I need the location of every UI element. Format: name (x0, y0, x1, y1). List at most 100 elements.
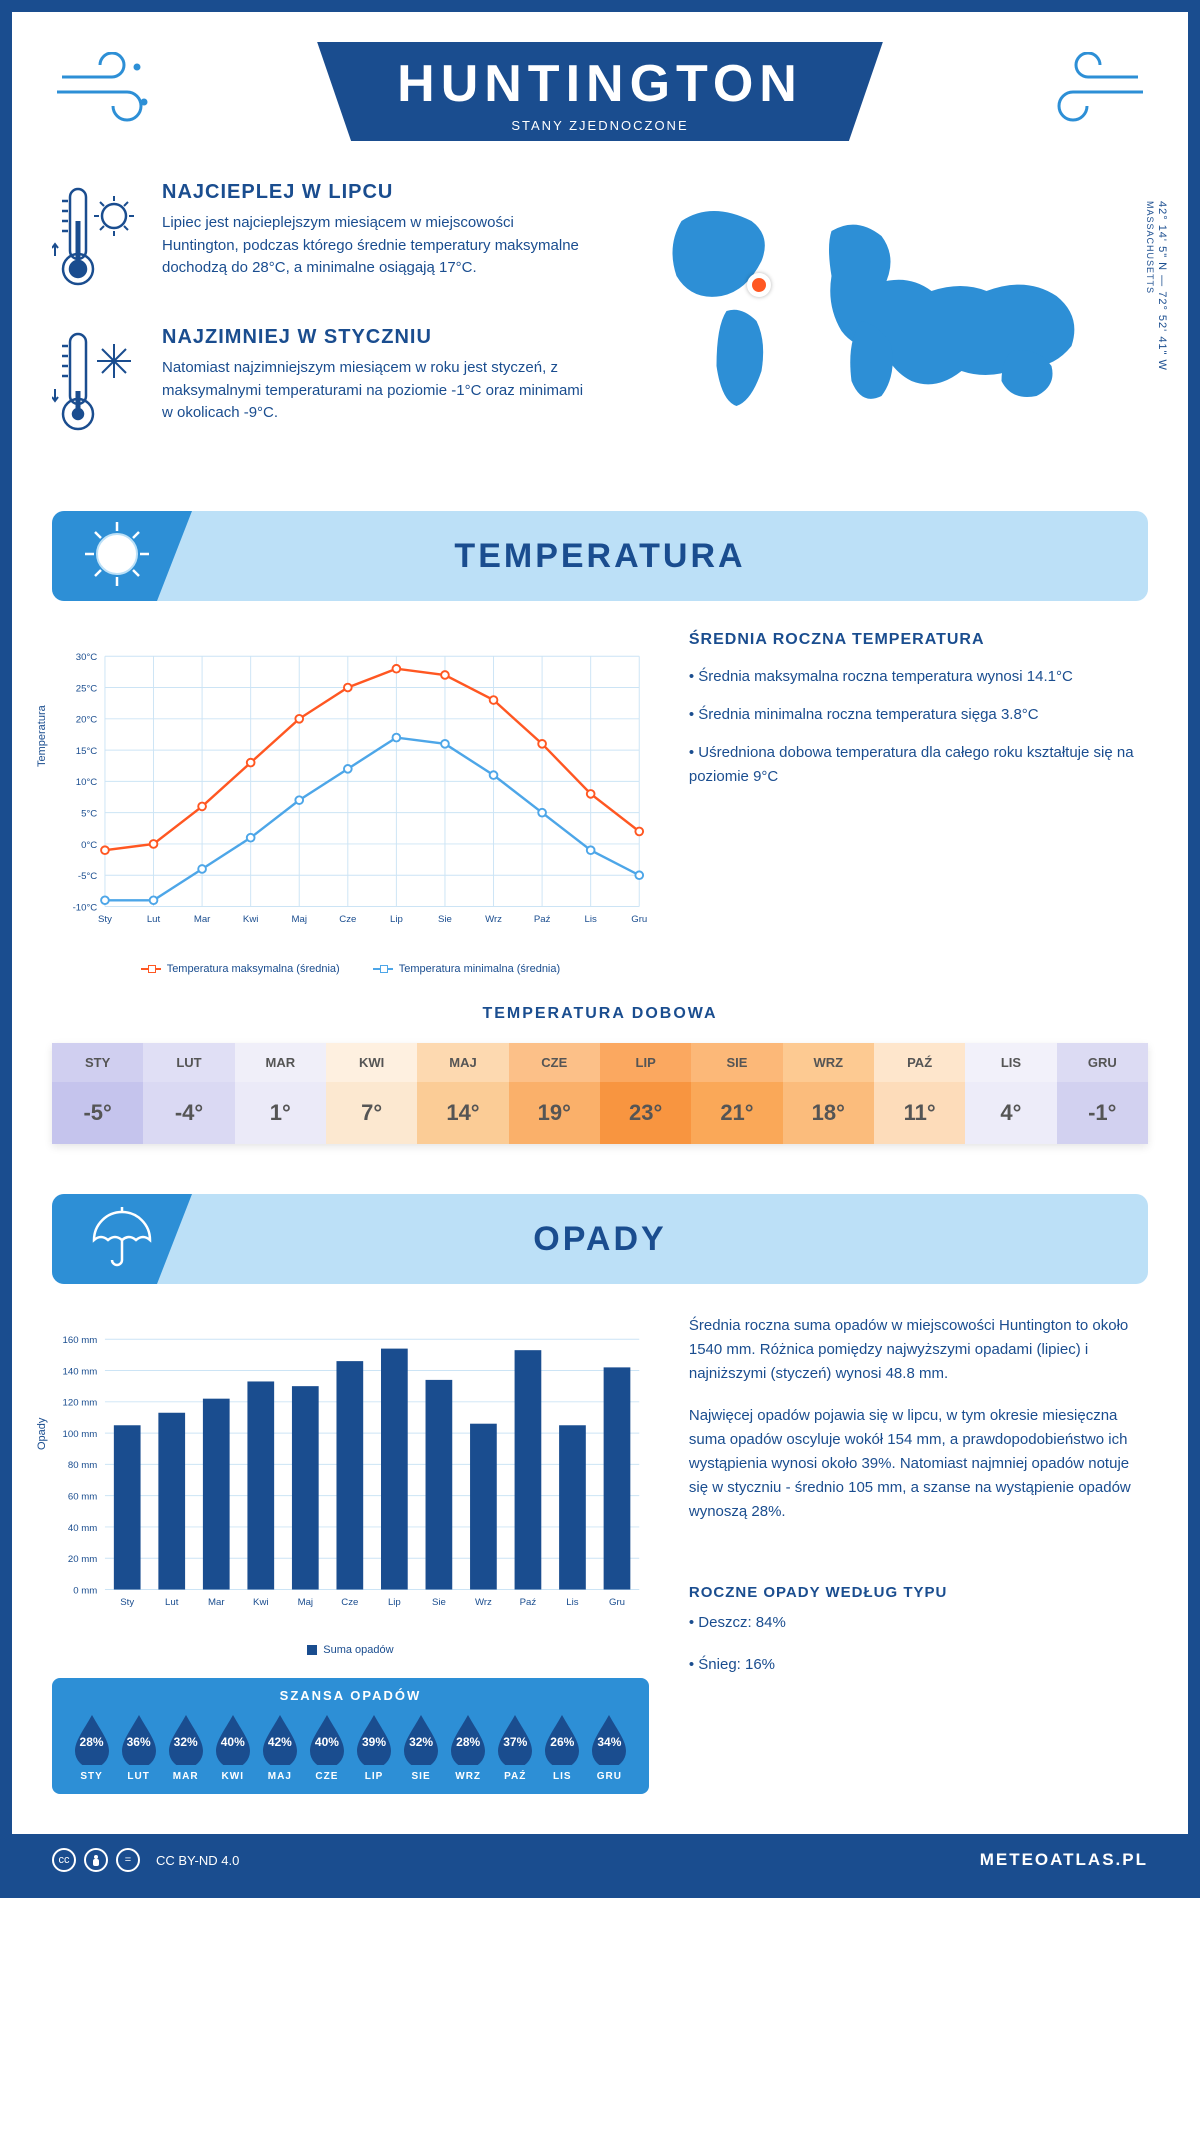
svg-text:Wrz: Wrz (485, 914, 502, 925)
title-banner: HUNTINGTON STANY ZJEDNOCZONE (317, 42, 883, 141)
infographic-frame: HUNTINGTON STANY ZJEDNOCZONE NAJCIEPLEJ … (0, 0, 1200, 1898)
daily-temp-cell: KWI7° (326, 1043, 417, 1144)
svg-text:Mar: Mar (194, 914, 211, 925)
svg-text:Sie: Sie (438, 914, 452, 925)
daily-temp-cell: SIE21° (691, 1043, 782, 1144)
coldest-title: NAJZIMNIEJ W STYCZNIU (162, 326, 585, 349)
svg-text:Gru: Gru (609, 1597, 625, 1608)
precipitation-section-header: OPADY (52, 1194, 1148, 1284)
svg-text:Kwi: Kwi (243, 914, 258, 925)
svg-text:-5°C: -5°C (78, 871, 97, 882)
raindrop-icon: 34% (588, 1713, 630, 1765)
precipitation-chance-item: 40%KWI (209, 1713, 256, 1782)
warmest-text: Lipiec jest najcieplejszym miesiącem w m… (162, 212, 585, 280)
svg-text:Maj: Maj (298, 1597, 313, 1608)
svg-text:Paź: Paź (534, 914, 551, 925)
precipitation-chance-box: SZANSA OPADÓW 28%STY36%LUT32%MAR40%KWI42… (52, 1678, 649, 1794)
raindrop-icon: 40% (212, 1713, 254, 1765)
footer: cc = CC BY-ND 4.0 METEOATLAS.PL (12, 1834, 1188, 1886)
precipitation-chance-item: 32%SIE (398, 1713, 445, 1782)
raindrop-icon: 37% (494, 1713, 536, 1765)
precipitation-chance-item: 32%MAR (162, 1713, 209, 1782)
coldest-text: Natomiast najzimniejszym miesiącem w rok… (162, 357, 585, 425)
svg-text:10°C: 10°C (76, 777, 98, 788)
svg-text:Sty: Sty (98, 914, 112, 925)
precipitation-info: Średnia roczna suma opadów w miejscowośc… (689, 1314, 1148, 1794)
svg-text:100 mm: 100 mm (63, 1429, 98, 1440)
svg-text:15°C: 15°C (76, 746, 98, 757)
daily-temp-cell: PAŹ11° (874, 1043, 965, 1144)
daily-temp-cell: LIS4° (965, 1043, 1056, 1144)
raindrop-icon: 28% (71, 1713, 113, 1765)
cc-icon: cc (52, 1848, 76, 1872)
precipitation-chance-item: 42%MAJ (256, 1713, 303, 1782)
wind-icon (1038, 52, 1148, 127)
sun-icon (82, 519, 152, 594)
svg-text:Paź: Paź (520, 1597, 537, 1608)
svg-text:0 mm: 0 mm (73, 1585, 97, 1596)
raindrop-icon: 42% (259, 1713, 301, 1765)
svg-text:Lis: Lis (566, 1597, 578, 1608)
precipitation-heading: OPADY (533, 1220, 666, 1259)
daily-temp-cell: LUT-4° (143, 1043, 234, 1144)
svg-text:Lip: Lip (388, 1597, 401, 1608)
svg-text:60 mm: 60 mm (68, 1492, 97, 1503)
temperature-section-header: TEMPERATURA (52, 511, 1148, 601)
svg-text:0°C: 0°C (81, 840, 97, 851)
svg-text:Mar: Mar (208, 1597, 225, 1608)
thermometer-sun-icon (52, 181, 142, 296)
svg-text:80 mm: 80 mm (68, 1460, 97, 1471)
raindrop-icon: 32% (165, 1713, 207, 1765)
svg-text:140 mm: 140 mm (63, 1366, 98, 1377)
raindrop-icon: 32% (400, 1713, 442, 1765)
daily-temp-cell: MAJ14° (417, 1043, 508, 1144)
svg-text:Lut: Lut (147, 914, 161, 925)
svg-text:20°C: 20°C (76, 715, 98, 726)
svg-text:Maj: Maj (291, 914, 306, 925)
precipitation-legend: Suma opadów (52, 1644, 649, 1658)
world-map: 42° 14' 5" N — 72° 52' 41" W MASSACHUSET… (615, 181, 1148, 471)
svg-text:20 mm: 20 mm (68, 1554, 97, 1565)
svg-text:5°C: 5°C (81, 809, 97, 820)
svg-text:Lip: Lip (390, 914, 403, 925)
svg-text:120 mm: 120 mm (63, 1398, 98, 1409)
wind-icon (52, 52, 162, 127)
svg-text:25°C: 25°C (76, 683, 98, 694)
svg-text:Cze: Cze (339, 914, 356, 925)
svg-text:Kwi: Kwi (253, 1597, 268, 1608)
precipitation-chance-item: 28%STY (68, 1713, 115, 1782)
umbrella-icon (82, 1202, 152, 1277)
svg-text:-10°C: -10°C (73, 902, 98, 913)
precipitation-bar-chart: Opady 0 mm20 mm40 mm60 mm80 mm100 mm120 … (52, 1314, 649, 1794)
svg-text:30°C: 30°C (76, 652, 98, 663)
raindrop-icon: 26% (541, 1713, 583, 1765)
precipitation-chance-item: 39%LIP (350, 1713, 397, 1782)
coordinates: 42° 14' 5" N — 72° 52' 41" W MASSACHUSET… (1144, 201, 1168, 371)
precipitation-chance-item: 36%LUT (115, 1713, 162, 1782)
daily-temp-table: STY-5°LUT-4°MAR1°KWI7°MAJ14°CZE19°LIP23°… (52, 1043, 1148, 1144)
location-marker-icon (747, 273, 771, 297)
raindrop-icon: 40% (306, 1713, 348, 1765)
raindrop-icon: 39% (353, 1713, 395, 1765)
temperature-line-chart: Temperatura -10°C-5°C0°C5°C10°C15°C20°C2… (52, 631, 649, 975)
precipitation-chance-item: 37%PAŹ (492, 1713, 539, 1782)
site-name: METEOATLAS.PL (980, 1850, 1148, 1870)
license-icons: cc = CC BY-ND 4.0 (52, 1848, 239, 1872)
warmest-block: NAJCIEPLEJ W LIPCU Lipiec jest najcieple… (52, 181, 585, 296)
daily-temp-cell: LIP23° (600, 1043, 691, 1144)
header: HUNTINGTON STANY ZJEDNOCZONE (52, 42, 1148, 141)
daily-temp-cell: STY-5° (52, 1043, 143, 1144)
temperature-heading: TEMPERATURA (454, 537, 745, 576)
precipitation-chance-item: 26%LIS (539, 1713, 586, 1782)
daily-temp-cell: GRU-1° (1057, 1043, 1148, 1144)
svg-text:Cze: Cze (341, 1597, 358, 1608)
svg-text:Lis: Lis (585, 914, 597, 925)
temperature-info: ŚREDNIA ROCZNA TEMPERATURA • Średnia mak… (689, 631, 1148, 975)
precipitation-chance-item: 28%WRZ (445, 1713, 492, 1782)
svg-text:40 mm: 40 mm (68, 1523, 97, 1534)
svg-text:Gru: Gru (631, 914, 647, 925)
daily-temp-cell: CZE19° (509, 1043, 600, 1144)
svg-text:Sty: Sty (120, 1597, 134, 1608)
country-subtitle: STANY ZJEDNOCZONE (397, 118, 803, 133)
svg-text:Wrz: Wrz (475, 1597, 492, 1608)
